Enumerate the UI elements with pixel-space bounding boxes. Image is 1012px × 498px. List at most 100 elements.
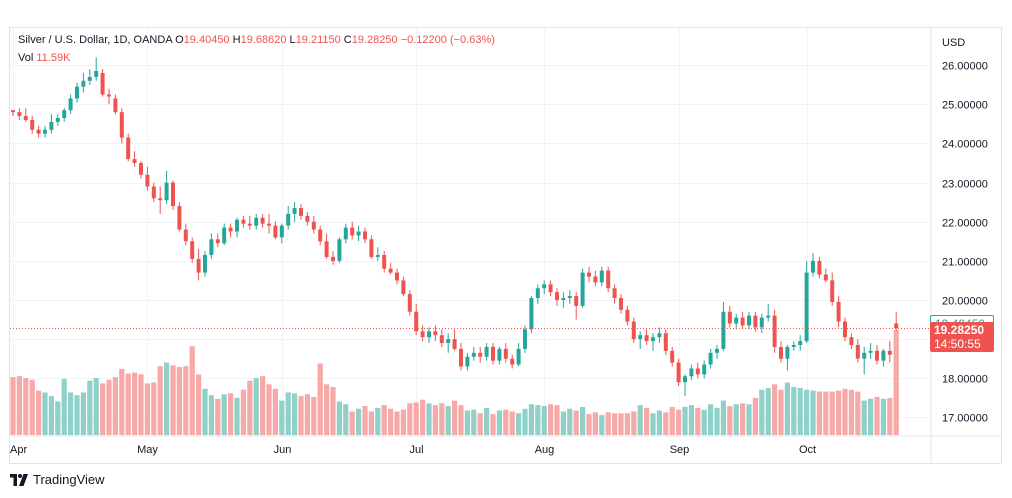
candle-body: [113, 98, 118, 113]
price-tick-label: 23.00000: [942, 179, 988, 191]
candle-body: [555, 292, 559, 300]
volume-bar: [183, 366, 189, 435]
volume-bar: [388, 408, 394, 435]
candle-body: [209, 239, 214, 255]
volume-bar: [765, 387, 771, 435]
candle-body: [190, 241, 195, 259]
volume-bar: [61, 378, 67, 435]
volume-bar: [752, 397, 758, 435]
volume-bar: [16, 376, 22, 435]
volume-value: 11.59K: [36, 52, 71, 64]
candle-body: [363, 231, 367, 240]
candle-body: [503, 348, 508, 359]
candle-body: [247, 223, 252, 226]
volume-bar: [330, 387, 336, 435]
candle-body: [523, 329, 527, 349]
volume-bar: [400, 409, 406, 435]
volume-bar: [452, 400, 458, 435]
candle-body: [139, 163, 143, 175]
candle-body: [369, 239, 374, 257]
time-axis[interactable]: Apr May Jun Jul Aug Sep Oct: [10, 444, 816, 456]
candle-body: [343, 227, 348, 240]
volume-bar: [253, 377, 259, 435]
candle-body: [875, 350, 879, 361]
volume-bar: [221, 394, 227, 435]
volume-bar: [362, 406, 368, 435]
time-tick-label: Aug: [535, 444, 555, 456]
candle-body: [171, 182, 175, 207]
price-tick-label: 20.00000: [942, 296, 988, 308]
candle-body: [420, 331, 425, 338]
volume-bar: [733, 404, 739, 435]
volume-bar: [439, 403, 445, 435]
volume-bar: [106, 379, 112, 435]
candle-body: [87, 76, 92, 81]
candle-body: [459, 348, 463, 367]
candle-body: [183, 229, 188, 242]
change-value: −0.12200 (−0.63%): [400, 34, 495, 46]
candle-body: [81, 80, 86, 87]
candle-body: [683, 376, 687, 383]
volume-bar: [285, 392, 291, 435]
volume-bar: [778, 389, 784, 435]
volume-bar: [874, 396, 880, 435]
volume-bar: [317, 363, 323, 435]
open-value: 19.40450: [183, 34, 230, 46]
volume-bar: [349, 411, 355, 435]
volume-bar: [426, 403, 432, 435]
candle-body: [107, 94, 111, 97]
candle-body: [644, 335, 649, 342]
candle-body: [721, 311, 726, 349]
price-tick-label: 21.00000: [942, 257, 988, 269]
volume-bar: [375, 407, 381, 435]
volume-bar: [740, 403, 746, 435]
candle-body: [606, 270, 611, 289]
volume-bar: [170, 365, 176, 435]
candle-body: [145, 174, 150, 187]
candle-body: [811, 260, 815, 273]
volume-bar: [618, 413, 624, 435]
close-label: C: [343, 34, 352, 46]
volume-bar: [592, 412, 598, 435]
candle-body: [407, 294, 412, 312]
volume-bar: [605, 412, 611, 435]
candle-body: [222, 227, 227, 244]
time-tick-label: May: [137, 444, 158, 456]
candle-body: [260, 217, 265, 224]
volume-bar: [624, 413, 630, 435]
volume-bar: [720, 400, 726, 435]
volume-bar: [10, 377, 16, 435]
candle-body: [446, 339, 451, 344]
volume-bar: [234, 397, 240, 435]
volume-bar: [413, 402, 419, 435]
candle-body: [17, 112, 22, 117]
volume-bar: [215, 398, 221, 435]
candle-body: [388, 268, 393, 273]
price-axis[interactable]: 17.0000018.0000019.0000020.0000021.00000…: [942, 61, 988, 425]
price-tick-label: 18.00000: [942, 374, 988, 386]
candle-body: [823, 274, 828, 281]
volume-bar: [535, 405, 541, 435]
volume-bar: [567, 408, 573, 435]
candle-body: [375, 254, 380, 257]
candle-body: [43, 129, 47, 134]
candle-body: [651, 337, 655, 342]
candle-body: [734, 317, 739, 324]
symbol-title[interactable]: Silver / U.S. Dollar, 1D, OANDA: [18, 34, 173, 46]
candle-body: [132, 159, 137, 164]
candle-body: [484, 346, 489, 357]
volume-label[interactable]: Vol: [18, 52, 34, 64]
candle-body: [311, 221, 316, 230]
candle-body: [126, 137, 131, 160]
volume-legend: Vol 11.59K: [18, 52, 70, 64]
volume-bar: [727, 406, 733, 435]
volume-bar: [656, 410, 662, 435]
volume-bar: [880, 398, 886, 435]
tradingview-brand[interactable]: TradingView: [10, 472, 105, 487]
volume-bar: [189, 346, 195, 435]
candle-body: [798, 341, 803, 345]
candle-body: [663, 333, 668, 351]
volume-bar: [260, 376, 266, 435]
candle-body: [689, 368, 694, 377]
